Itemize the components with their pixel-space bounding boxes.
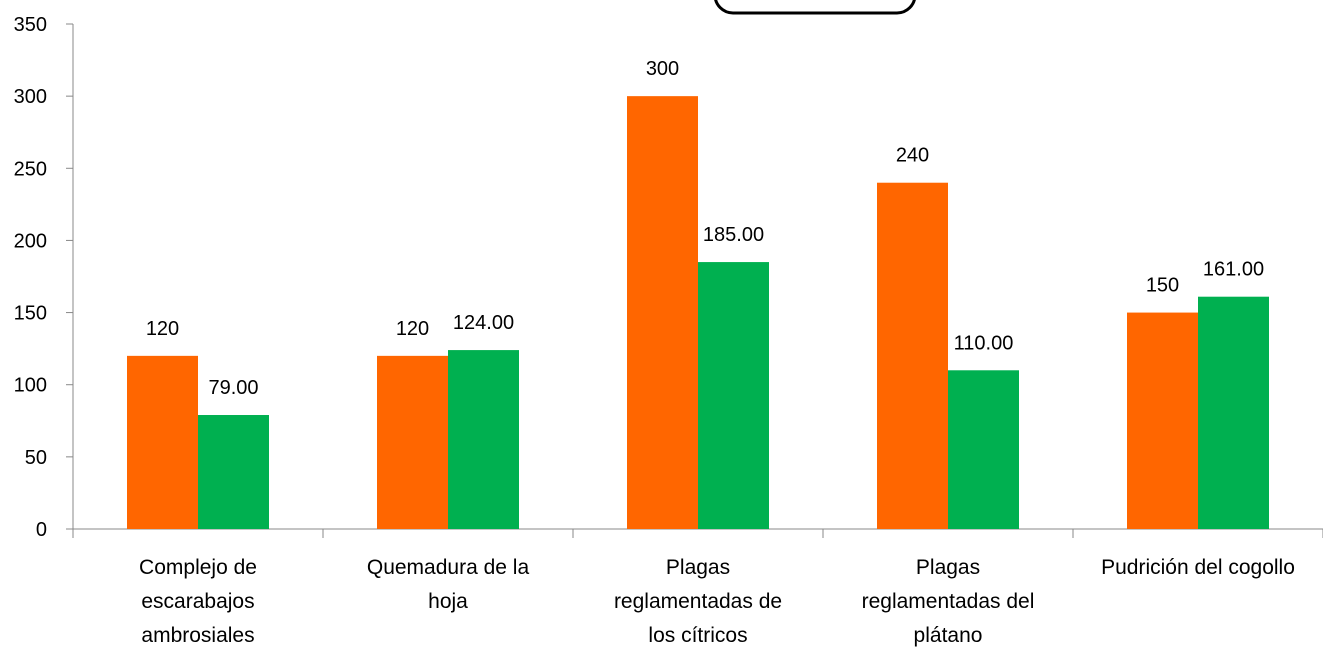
category-labels: Complejo de escarabajos ambrosiales Quemadu… — [139, 556, 1295, 647]
title-box-fragment — [714, 0, 916, 15]
x-tick-label: plátano — [914, 624, 983, 647]
data-label: 161.00 — [1203, 259, 1264, 281]
data-label: 240 — [896, 145, 929, 167]
y-tick-label: 100 — [14, 375, 47, 397]
y-tick-label: 200 — [14, 230, 47, 252]
x-tick-label: reglamentadas de — [614, 590, 782, 613]
bar-series-2-cat-2 — [448, 350, 519, 529]
bar-series-1-cat-3 — [627, 96, 698, 530]
x-tick-label: escarabajos — [141, 590, 254, 613]
x-tick-label: Quemadura de la — [367, 556, 530, 579]
bar-series-2-cat-5 — [1198, 296, 1269, 529]
bar-series-1-cat-2 — [377, 355, 448, 529]
bar-series-1-cat-5 — [1127, 312, 1198, 529]
x-tick-label: Plagas — [666, 556, 730, 579]
data-label: 124.00 — [453, 312, 514, 334]
y-tick-label: 300 — [14, 86, 47, 108]
data-label: 120 — [396, 318, 429, 340]
x-tick-label: Complejo de — [139, 556, 257, 579]
bars — [127, 96, 1269, 530]
x-tick-label: Plagas — [916, 556, 980, 579]
data-label: 120 — [146, 318, 179, 340]
data-label: 150 — [1146, 275, 1179, 297]
y-tick-label: 250 — [14, 158, 47, 180]
x-tick-label: ambrosiales — [141, 624, 254, 647]
x-tick-label: reglamentadas del — [862, 590, 1035, 613]
bar-series-2-cat-3 — [698, 262, 769, 529]
data-label: 110.00 — [954, 332, 1014, 354]
data-label: 185.00 — [703, 224, 764, 246]
bar-series-2-cat-1 — [198, 415, 269, 529]
y-tick-label: 150 — [14, 303, 47, 325]
x-tick-label: los cítricos — [648, 624, 747, 647]
y-tick-label: 350 — [14, 14, 47, 36]
y-tick-label: 0 — [36, 519, 47, 541]
axes: 0 50 100 150 200 250 300 350 — [14, 14, 1323, 541]
y-tick-label: 50 — [25, 447, 47, 469]
data-label: 79.00 — [208, 377, 258, 399]
bar-series-1-cat-4 — [877, 182, 948, 529]
data-labels: 120 79.00 120 124.00 300 185.00 240 110.00 150 16… — [146, 58, 1264, 399]
bar-series-2-cat-4 — [948, 370, 1019, 529]
x-tick-label: Pudrición del cogollo — [1101, 556, 1295, 579]
bar-series-1-cat-1 — [127, 355, 198, 529]
x-tick-label: hoja — [428, 590, 468, 613]
data-label: 300 — [646, 58, 679, 80]
